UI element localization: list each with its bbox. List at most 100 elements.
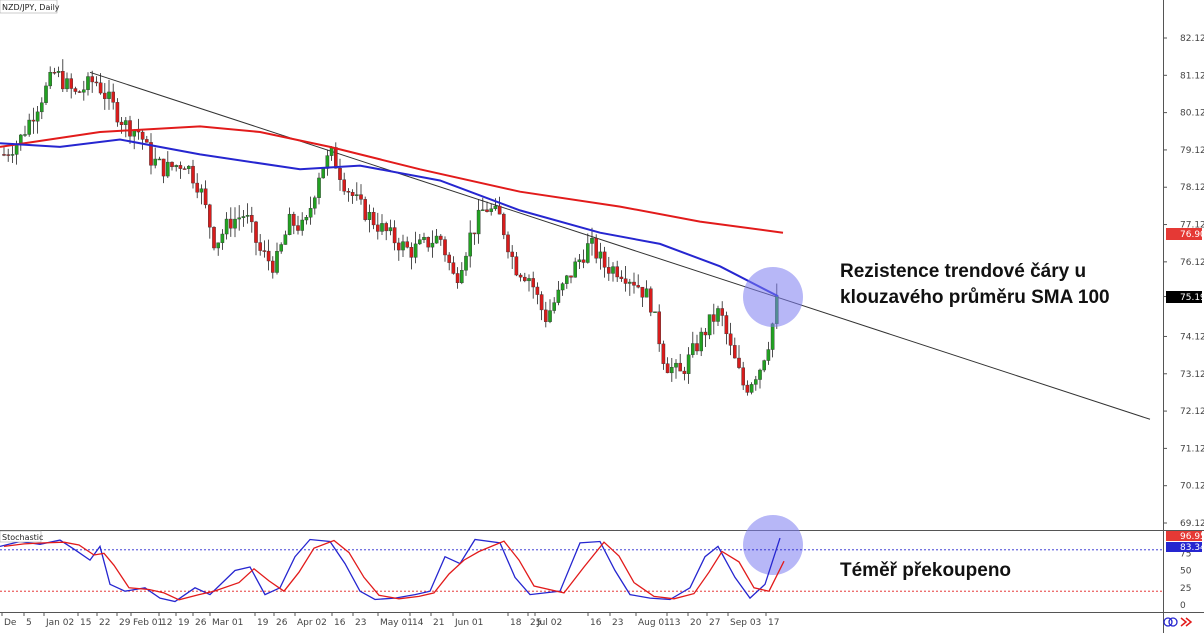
sync-icon[interactable] [1163,617,1178,627]
candle-body [186,165,191,169]
candle-body [376,224,380,232]
candle-body [308,208,313,218]
candle-body [632,281,636,286]
price-tag-sma200: 76.90 [1166,228,1204,240]
candle-body [69,78,73,89]
time-tick-label: 19 [257,618,269,628]
time-tick-label: Feb 01 [133,618,163,628]
candle-body [182,168,187,170]
candle-body [569,275,573,278]
stochastic-grid [0,549,1163,592]
candle-body [98,82,103,94]
candle-body [392,227,397,244]
resistance-trendline [89,71,1151,420]
price-tick-label: 70.12 [1180,482,1204,492]
candle-body [720,308,724,316]
candle-body [766,349,771,361]
candle-body [144,139,149,143]
stochastic-k-line [0,537,781,603]
candle-body [388,227,393,232]
candle-body [77,91,82,93]
candle-body [170,161,174,168]
scroll-to-end-icon[interactable] [1180,617,1193,627]
candle-body [678,362,682,372]
candle-body [556,289,561,303]
time-tick-label: 23 [612,618,623,628]
candle-body [615,266,619,278]
candle-body [552,302,556,311]
sma-100-line [0,138,779,298]
candle-body [464,255,468,271]
candle-body [65,78,69,90]
candle-body [249,214,254,223]
candle-body [56,71,61,73]
price-tag-last: 75.19 [1166,291,1204,303]
candle-body [174,165,179,168]
time-tick-label: 16 [590,618,602,628]
stochastic-highlight-circle [743,515,803,575]
candle-body [191,165,195,184]
stochastic-tick-label: 0 [1180,601,1186,611]
time-tick-label: 22 [99,618,110,628]
candle-body [628,281,632,284]
time-tick-label: 20 [690,618,702,628]
candle-body [682,370,687,374]
candle-body [237,217,242,220]
time-tick-label: Jul 02 [536,618,562,628]
candle-body [10,154,15,156]
stochastic-title: Stochastic [2,533,43,542]
candle-body [203,188,208,206]
candle-body [346,190,351,193]
time-tick-label: 17 [768,618,779,628]
candle-body [493,205,498,210]
candle-body [128,120,132,137]
main-panel [0,0,1163,530]
candle-body [258,242,263,251]
candle-body [355,194,359,196]
candle-body [6,154,10,156]
resistance-highlight-circle [743,267,803,327]
candle-body [598,251,603,259]
candle-body [527,278,531,282]
candle-body [733,345,737,359]
candle-body [451,262,456,274]
candle-body [514,256,519,276]
candle-body [342,179,347,192]
stochastic-tick-label: 50 [1180,567,1192,577]
candle-body [405,241,410,248]
time-tick-label: 12 [161,618,172,628]
candle-body [754,379,758,385]
time-tick-label: 29 [119,618,131,628]
candle-body [329,147,334,156]
candle-body [367,211,372,220]
candle-body [266,250,271,262]
candle-body [384,223,389,232]
time-tick-label: 14 [412,618,424,628]
candle-body [422,236,426,240]
candle-body [623,278,628,284]
candle-body [27,119,32,135]
candle-body [712,314,716,322]
price-tick-label: 79.12 [1180,146,1204,156]
time-tick-label: 18 [510,618,522,628]
candle-body [518,274,523,278]
candle-body [73,88,78,92]
svg-text:76.90: 76.90 [1180,230,1204,240]
time-tick-label: 23 [355,618,366,628]
candle-body [86,76,90,90]
candle-body [468,232,473,257]
time-tick-label: 16 [334,618,346,628]
candle-body [447,254,452,263]
candle-body [359,194,363,200]
candle-body [61,71,65,90]
price-tick-label: 80.12 [1180,109,1204,119]
time-tick-label: 21 [433,618,444,628]
candle-body [770,323,775,350]
candle-body [123,120,128,125]
stochastic-tick-label: 75 [1180,549,1191,559]
candle-body [481,209,485,211]
candle-body [212,226,216,249]
candle-body [758,369,762,380]
candle-body [762,360,766,371]
